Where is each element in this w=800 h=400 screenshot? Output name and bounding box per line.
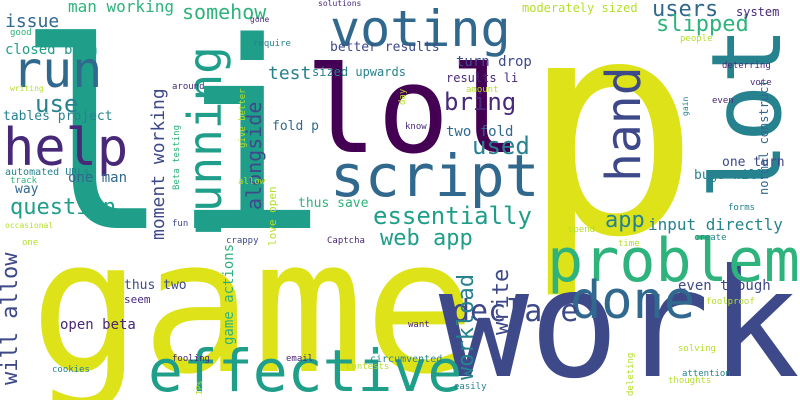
cloud-word: sized upwards: [312, 65, 406, 80]
cloud-word: used: [472, 132, 530, 161]
cloud-word: problem: [547, 225, 800, 296]
cloud-word: spend: [568, 224, 596, 235]
cloud-word: love open: [266, 186, 279, 246]
cloud-word: moderately sized: [522, 1, 638, 16]
cloud-word: foolproof: [706, 296, 755, 307]
cloud-word: effective: [148, 337, 463, 400]
cloud-word: know: [405, 121, 427, 132]
cloud-word: closed beta: [5, 41, 98, 58]
cloud-word: hand: [596, 66, 652, 182]
cloud-word: turn drop: [456, 53, 532, 70]
cloud-word: slipped: [656, 11, 749, 37]
cloud-word: web app: [380, 225, 473, 251]
cloud-word: occasional: [5, 221, 54, 231]
cloud-word: moment working: [148, 88, 169, 240]
cloud-word: bugs will: [694, 168, 765, 184]
cloud-word: cookies: [52, 364, 90, 375]
cloud-word: one: [22, 237, 39, 248]
cloud-word: allow: [238, 176, 266, 187]
cloud-word: question: [10, 194, 116, 220]
cloud-word: require: [253, 38, 291, 49]
cloud-word: results li: [446, 71, 519, 86]
cloud-word: seem: [124, 292, 151, 306]
cloud-word: use: [35, 90, 79, 119]
cloud-word: game actions: [221, 243, 237, 345]
cloud-word: crappy: [226, 235, 259, 246]
cloud-word: test: [268, 63, 312, 85]
cloud-word: fooling: [172, 353, 210, 364]
cloud-word: automated URLs: [5, 166, 90, 178]
cloud-word: better results: [330, 40, 440, 56]
cloud-word: one man: [68, 169, 128, 186]
cloud-word: game: [30, 199, 476, 400]
cloud-word: vote: [750, 77, 772, 88]
cloud-word: lol: [305, 41, 522, 181]
cloud-word: declare: [452, 294, 579, 330]
cloud-word: will allow: [0, 252, 23, 385]
cloud-word: deleting: [626, 352, 636, 396]
cloud-word: way: [15, 182, 39, 198]
cloud-word: around: [172, 81, 205, 92]
cloud-word: Captcha: [327, 235, 365, 246]
cloud-word: track: [10, 175, 38, 186]
cloud-word: voting: [330, 0, 511, 58]
cloud-word: circumvented: [370, 353, 443, 365]
cloud-word: issue: [5, 11, 60, 33]
cloud-word: easily: [454, 381, 487, 392]
cloud-word: essentially: [373, 202, 532, 231]
cloud-word: solving: [678, 343, 716, 354]
cloud-word: li: [15, 0, 329, 290]
cloud-word: open beta: [60, 316, 136, 333]
cloud-word: done: [570, 271, 696, 332]
cloud-word: day: [398, 88, 408, 105]
cloud-word: writing: [10, 84, 44, 94]
cloud-word: fold p: [272, 119, 319, 135]
cloud-word: bring: [444, 88, 517, 117]
cloud-word: amount: [466, 84, 499, 95]
cloud-word: gone: [250, 15, 270, 25]
cloud-word: people: [680, 33, 713, 44]
cloud-word: thus two: [124, 278, 187, 294]
cloud-word: gain: [681, 96, 690, 116]
cloud-word: man working: [68, 0, 174, 16]
cloud-word: workload: [454, 274, 479, 380]
cloud-word: even: [712, 95, 734, 106]
cloud-word: good: [10, 27, 32, 38]
cloud-word: app: [605, 207, 645, 233]
cloud-word: deterring: [722, 60, 771, 71]
cloud-word: input directly: [648, 214, 783, 234]
cloud-word: email: [286, 353, 314, 364]
cloud-word: system: [736, 5, 780, 20]
cloud-word: forms: [728, 202, 756, 213]
cloud-word: script: [330, 142, 540, 211]
cloud-word: contests: [346, 361, 390, 372]
cloud-word: running: [178, 46, 232, 240]
cloud-word: want: [408, 319, 430, 330]
cloud-word: tables project: [3, 109, 113, 125]
cloud-word: even though: [678, 277, 771, 294]
cloud-word: give better: [238, 88, 248, 148]
cloud-word: solutions: [318, 0, 362, 9]
cloud-word: thoughts: [668, 375, 712, 386]
cloud-word: somehow: [182, 0, 267, 24]
cloud-word: one turn: [722, 155, 785, 171]
cloud-word: IPs: [195, 380, 204, 395]
cloud-word: attention: [682, 368, 731, 379]
cloud-word: users: [652, 0, 719, 22]
cloud-word: thus save: [298, 196, 369, 212]
cloud-word: help: [3, 118, 129, 179]
cloud-word: fun: [172, 218, 189, 229]
cloud-word: run: [12, 41, 103, 99]
cloud-word: two fold: [446, 123, 514, 140]
cloud-word: create: [694, 232, 727, 243]
cloud-word: time: [618, 238, 640, 249]
cloud-word: p: [520, 0, 701, 303]
cloud-word: work: [438, 238, 800, 400]
cloud-word: Beta testing: [172, 124, 182, 190]
cloud-word: write: [489, 268, 514, 335]
